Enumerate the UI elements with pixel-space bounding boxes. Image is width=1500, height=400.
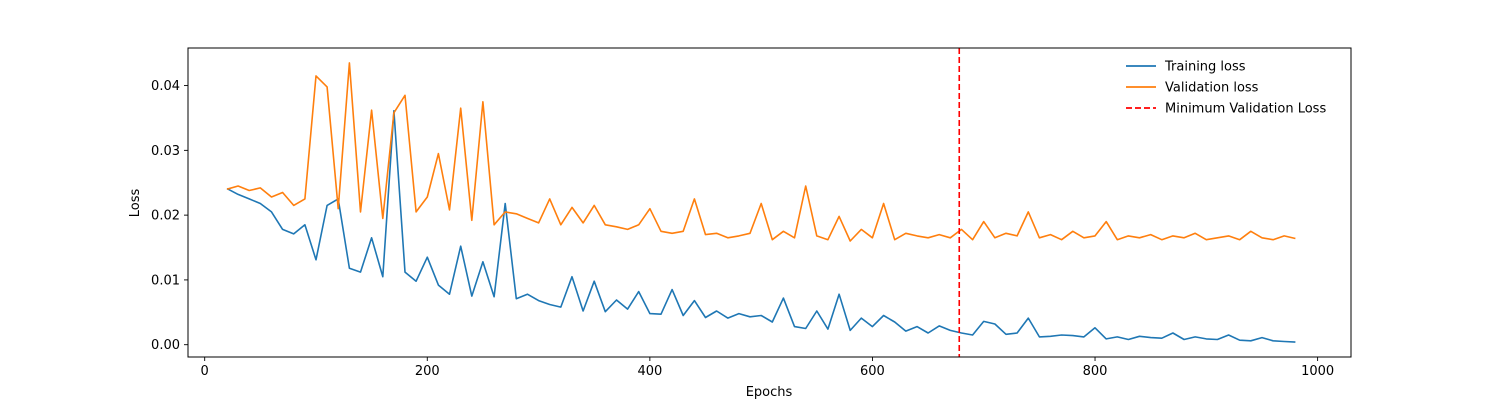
x-axis-ticks: 0 200 400 600 800 1000 [201, 357, 1334, 379]
x-tick-label: 1000 [1301, 364, 1334, 379]
legend-label: Minimum Validation Loss [1165, 102, 1326, 117]
series-line-training-loss [226, 110, 1296, 343]
y-axis-ticks: 0.00 0.01 0.02 0.03 0.04 [151, 79, 188, 353]
plot-area [187, 47, 1352, 358]
y-axis-label: Loss [128, 189, 143, 218]
series-line-validation-loss [226, 62, 1296, 242]
x-tick-label: 600 [860, 364, 885, 379]
x-axis-label: Epochs [746, 385, 793, 400]
x-tick-label: 400 [637, 364, 662, 379]
x-tick-label: 200 [415, 364, 440, 379]
x-tick-label: 800 [1083, 364, 1108, 379]
legend-label: Validation loss [1165, 81, 1259, 96]
plot-frame [187, 47, 1352, 358]
legend: Training loss Validation loss Minimum Vali… [1126, 60, 1326, 117]
y-tick-label: 0.01 [151, 273, 180, 288]
legend-label: Training loss [1164, 60, 1246, 75]
y-tick-label: 0.03 [151, 144, 180, 159]
y-tick-label: 0.04 [151, 79, 180, 94]
y-tick-label: 0.00 [151, 338, 180, 353]
y-tick-label: 0.02 [151, 209, 180, 224]
x-tick-label: 0 [201, 364, 209, 379]
series-layer [226, 62, 1296, 343]
